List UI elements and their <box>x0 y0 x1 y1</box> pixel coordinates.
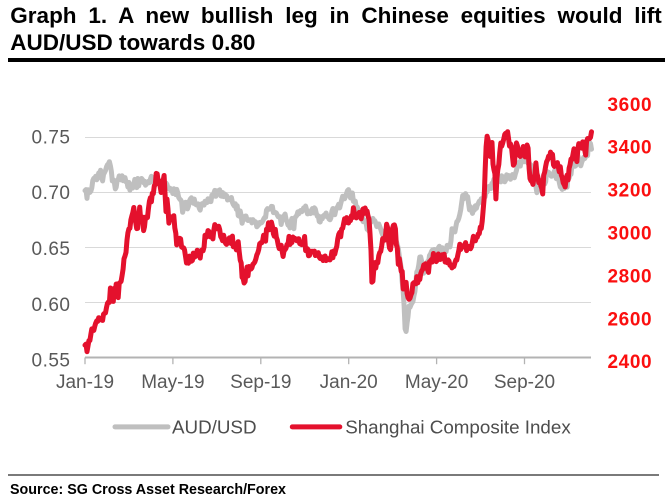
svg-text:2800: 2800 <box>608 266 653 287</box>
svg-text:0.65: 0.65 <box>32 239 71 260</box>
svg-text:0.55: 0.55 <box>32 350 71 371</box>
svg-text:0.75: 0.75 <box>32 127 71 148</box>
svg-text:3600: 3600 <box>608 95 653 116</box>
svg-text:May-19: May-19 <box>141 372 204 393</box>
svg-text:0.70: 0.70 <box>32 183 71 204</box>
svg-text:3200: 3200 <box>608 181 653 202</box>
svg-text:0.60: 0.60 <box>32 295 71 316</box>
svg-text:Shanghai Composite Index: Shanghai Composite Index <box>345 416 571 437</box>
svg-text:Sep-20: Sep-20 <box>494 372 555 393</box>
svg-text:Jan-20: Jan-20 <box>320 372 378 393</box>
svg-text:2400: 2400 <box>608 352 653 373</box>
svg-text:3400: 3400 <box>608 138 653 159</box>
svg-text:3000: 3000 <box>608 224 653 245</box>
svg-text:AUD/USD: AUD/USD <box>172 416 257 437</box>
svg-text:Jan-19: Jan-19 <box>56 372 114 393</box>
svg-text:Sep-19: Sep-19 <box>230 372 291 393</box>
svg-text:2600: 2600 <box>608 309 653 330</box>
svg-text:May-20: May-20 <box>405 372 468 393</box>
